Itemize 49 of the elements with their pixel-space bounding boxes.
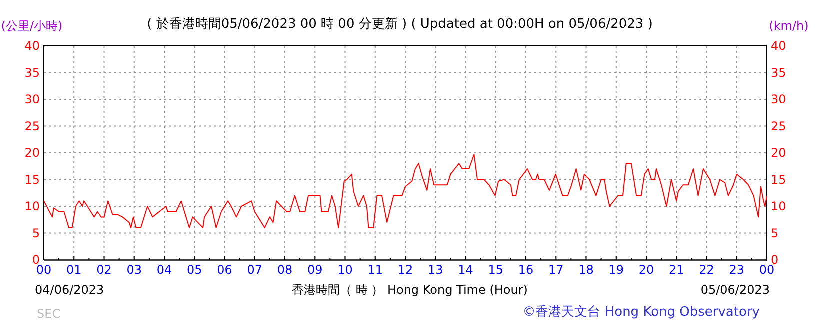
ytick: 5 (32, 226, 40, 240)
y2label: (km/h) (769, 19, 809, 33)
xtick: 08 (277, 263, 293, 277)
xtick: 16 (518, 263, 534, 277)
xtick: 21 (668, 263, 684, 277)
xtick: 05 (186, 263, 202, 277)
y2tick: 30 (771, 92, 786, 106)
xtick: 20 (638, 263, 654, 277)
y2tick: 5 (771, 226, 779, 240)
xtick: 23 (729, 263, 745, 277)
annotation: 04/06/2023 (35, 283, 104, 297)
ytick: 40 (24, 39, 40, 53)
ytick: 25 (24, 119, 40, 134)
xtick: 19 (608, 263, 624, 277)
y2tick: 10 (771, 200, 786, 214)
ytick: 35 (24, 66, 40, 80)
ytick: 30 (24, 92, 40, 106)
xlabel: 香港時間（ 時 ） Hong Kong Time (Hour) (292, 283, 528, 297)
xtick: 22 (699, 263, 714, 277)
xtick: 11 (368, 263, 384, 277)
y2tick: 20 (771, 146, 786, 160)
xtick: 09 (307, 263, 323, 277)
xtick: 03 (126, 263, 142, 277)
y2tick: 40 (771, 39, 786, 53)
xtick: 06 (217, 263, 232, 277)
xtick: 00 (36, 263, 52, 277)
ytick: 20 (24, 146, 40, 160)
xtick: 02 (96, 263, 112, 277)
annotation: ©香港天文台 Hong Kong Observatory (522, 305, 760, 320)
xtick: 18 (578, 263, 594, 277)
y2tick: 25 (771, 119, 786, 134)
xtick: 14 (458, 263, 474, 277)
xtick: 07 (247, 263, 263, 277)
xtick: 17 (548, 263, 564, 277)
xtick: 12 (398, 263, 414, 277)
ylabel: (公里/小時) (1, 19, 63, 33)
xtick: 15 (488, 263, 504, 277)
ytick: 10 (24, 200, 40, 214)
title: ( 於香港時間05/06/2023 00 時 00 分更新 ) ( Updated at 00:00H on 05/06/2023 ) (147, 17, 653, 32)
xtick: 13 (428, 263, 444, 277)
ytick: 15 (24, 172, 40, 187)
y2tick: 15 (771, 172, 786, 187)
xtick: 00 (759, 263, 775, 277)
xtick: 10 (338, 263, 353, 277)
annotation: 05/06/2023 (700, 283, 770, 297)
xtick: 01 (66, 263, 82, 277)
annotation: SEC (37, 307, 61, 321)
xtick: 04 (156, 263, 172, 277)
y2tick: 35 (771, 66, 786, 80)
